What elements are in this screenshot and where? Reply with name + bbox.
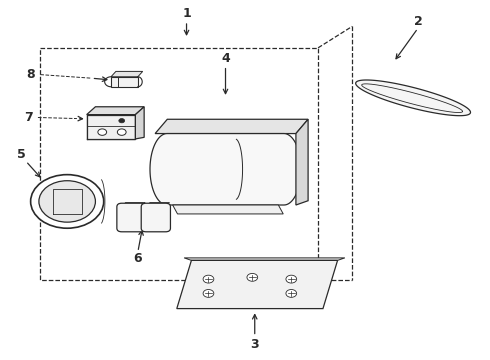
Polygon shape — [356, 80, 470, 116]
Circle shape — [286, 289, 296, 297]
Circle shape — [203, 289, 214, 297]
Text: 3: 3 — [250, 338, 259, 351]
Text: 8: 8 — [26, 68, 35, 81]
Circle shape — [203, 275, 214, 283]
Text: 6: 6 — [133, 252, 142, 265]
Polygon shape — [150, 134, 301, 205]
Polygon shape — [177, 260, 338, 309]
Circle shape — [117, 129, 126, 135]
Text: 2: 2 — [414, 14, 422, 27]
Polygon shape — [111, 77, 138, 87]
Polygon shape — [135, 107, 144, 139]
Polygon shape — [172, 205, 283, 214]
Circle shape — [30, 175, 104, 228]
Circle shape — [98, 129, 107, 135]
Text: 7: 7 — [24, 111, 32, 124]
Polygon shape — [87, 107, 144, 114]
Text: 1: 1 — [182, 8, 191, 21]
Polygon shape — [122, 203, 145, 207]
Polygon shape — [155, 119, 308, 134]
FancyBboxPatch shape — [141, 203, 171, 232]
Text: 4: 4 — [221, 52, 230, 65]
Text: 5: 5 — [17, 148, 25, 162]
Polygon shape — [111, 71, 143, 77]
Circle shape — [247, 273, 258, 281]
Circle shape — [286, 275, 296, 283]
Polygon shape — [87, 114, 135, 139]
Circle shape — [119, 118, 124, 123]
Circle shape — [39, 181, 96, 222]
FancyBboxPatch shape — [117, 203, 146, 232]
Polygon shape — [184, 258, 345, 260]
Polygon shape — [146, 203, 170, 207]
Polygon shape — [296, 119, 308, 205]
